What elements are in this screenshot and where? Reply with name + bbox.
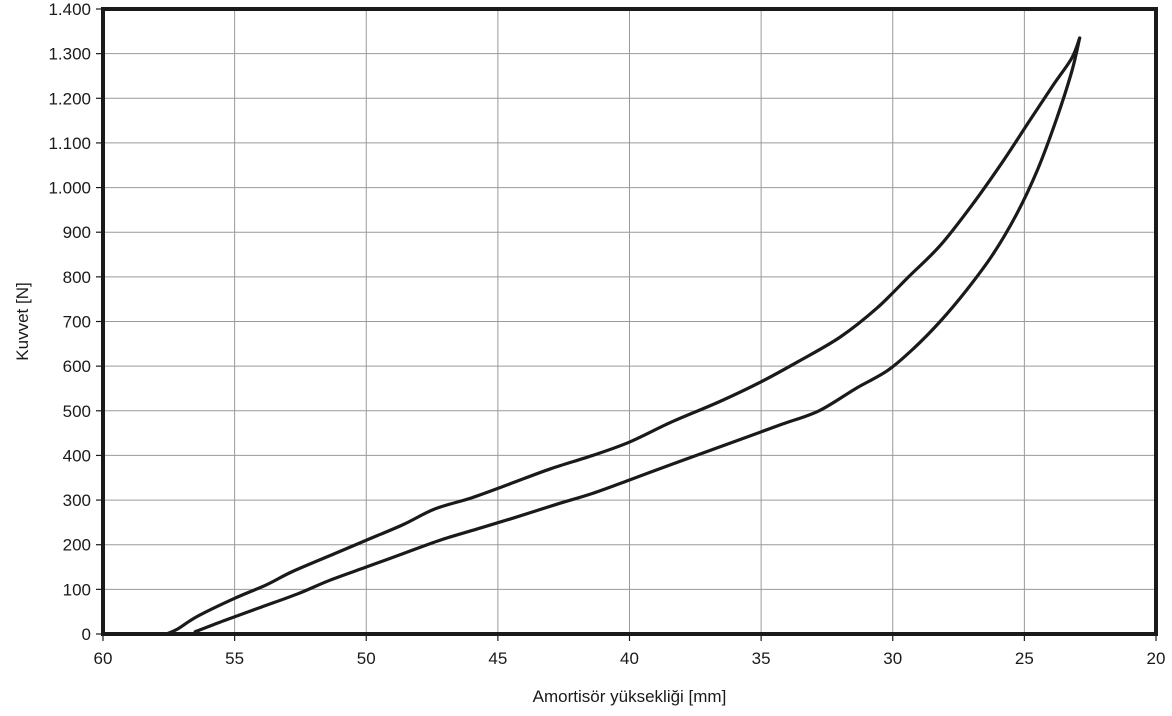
y-tick-label: 1.000 xyxy=(48,179,91,198)
x-tick-label: 60 xyxy=(94,649,113,668)
y-tick-label: 600 xyxy=(63,357,91,376)
x-tick-label: 55 xyxy=(225,649,244,668)
tick-marks xyxy=(96,8,1157,641)
x-tick-label: 35 xyxy=(752,649,771,668)
y-tick-label: 0 xyxy=(82,625,91,644)
y-axis-title: Kuvvet [N] xyxy=(13,282,32,360)
x-tick-label: 25 xyxy=(1015,649,1034,668)
y-tick-label: 800 xyxy=(63,268,91,287)
y-tick-label: 1.200 xyxy=(48,89,91,108)
y-tick-labels: 0 100 200 300 400 500 600 700 800 900 1.000 1.100 1.… xyxy=(48,0,91,644)
y-tick-label: 900 xyxy=(63,223,91,242)
y-tick-label: 100 xyxy=(63,580,91,599)
x-tick-label: 45 xyxy=(488,649,507,668)
y-tick-label: 1.400 xyxy=(48,0,91,19)
x-tick-label: 30 xyxy=(883,649,902,668)
y-tick-label: 400 xyxy=(63,446,91,465)
x-tick-labels: 60 55 50 45 40 35 30 25 20 xyxy=(94,649,1166,668)
y-tick-label: 1.100 xyxy=(48,134,91,153)
y-tick-label: 1.300 xyxy=(48,45,91,64)
x-axis-title: Amortisör yüksekliği [mm] xyxy=(533,687,727,706)
y-tick-label: 300 xyxy=(63,491,91,510)
series-line-2 xyxy=(193,36,1082,634)
series-line-1 xyxy=(164,36,1082,636)
x-tick-label: 40 xyxy=(620,649,639,668)
y-tick-label: 700 xyxy=(63,313,91,332)
x-tick-label: 20 xyxy=(1147,649,1166,668)
x-tick-label: 50 xyxy=(357,649,376,668)
grid-lines xyxy=(102,8,1157,635)
y-tick-label: 200 xyxy=(63,536,91,555)
series-lines xyxy=(164,36,1082,636)
y-tick-label: 500 xyxy=(63,402,91,421)
